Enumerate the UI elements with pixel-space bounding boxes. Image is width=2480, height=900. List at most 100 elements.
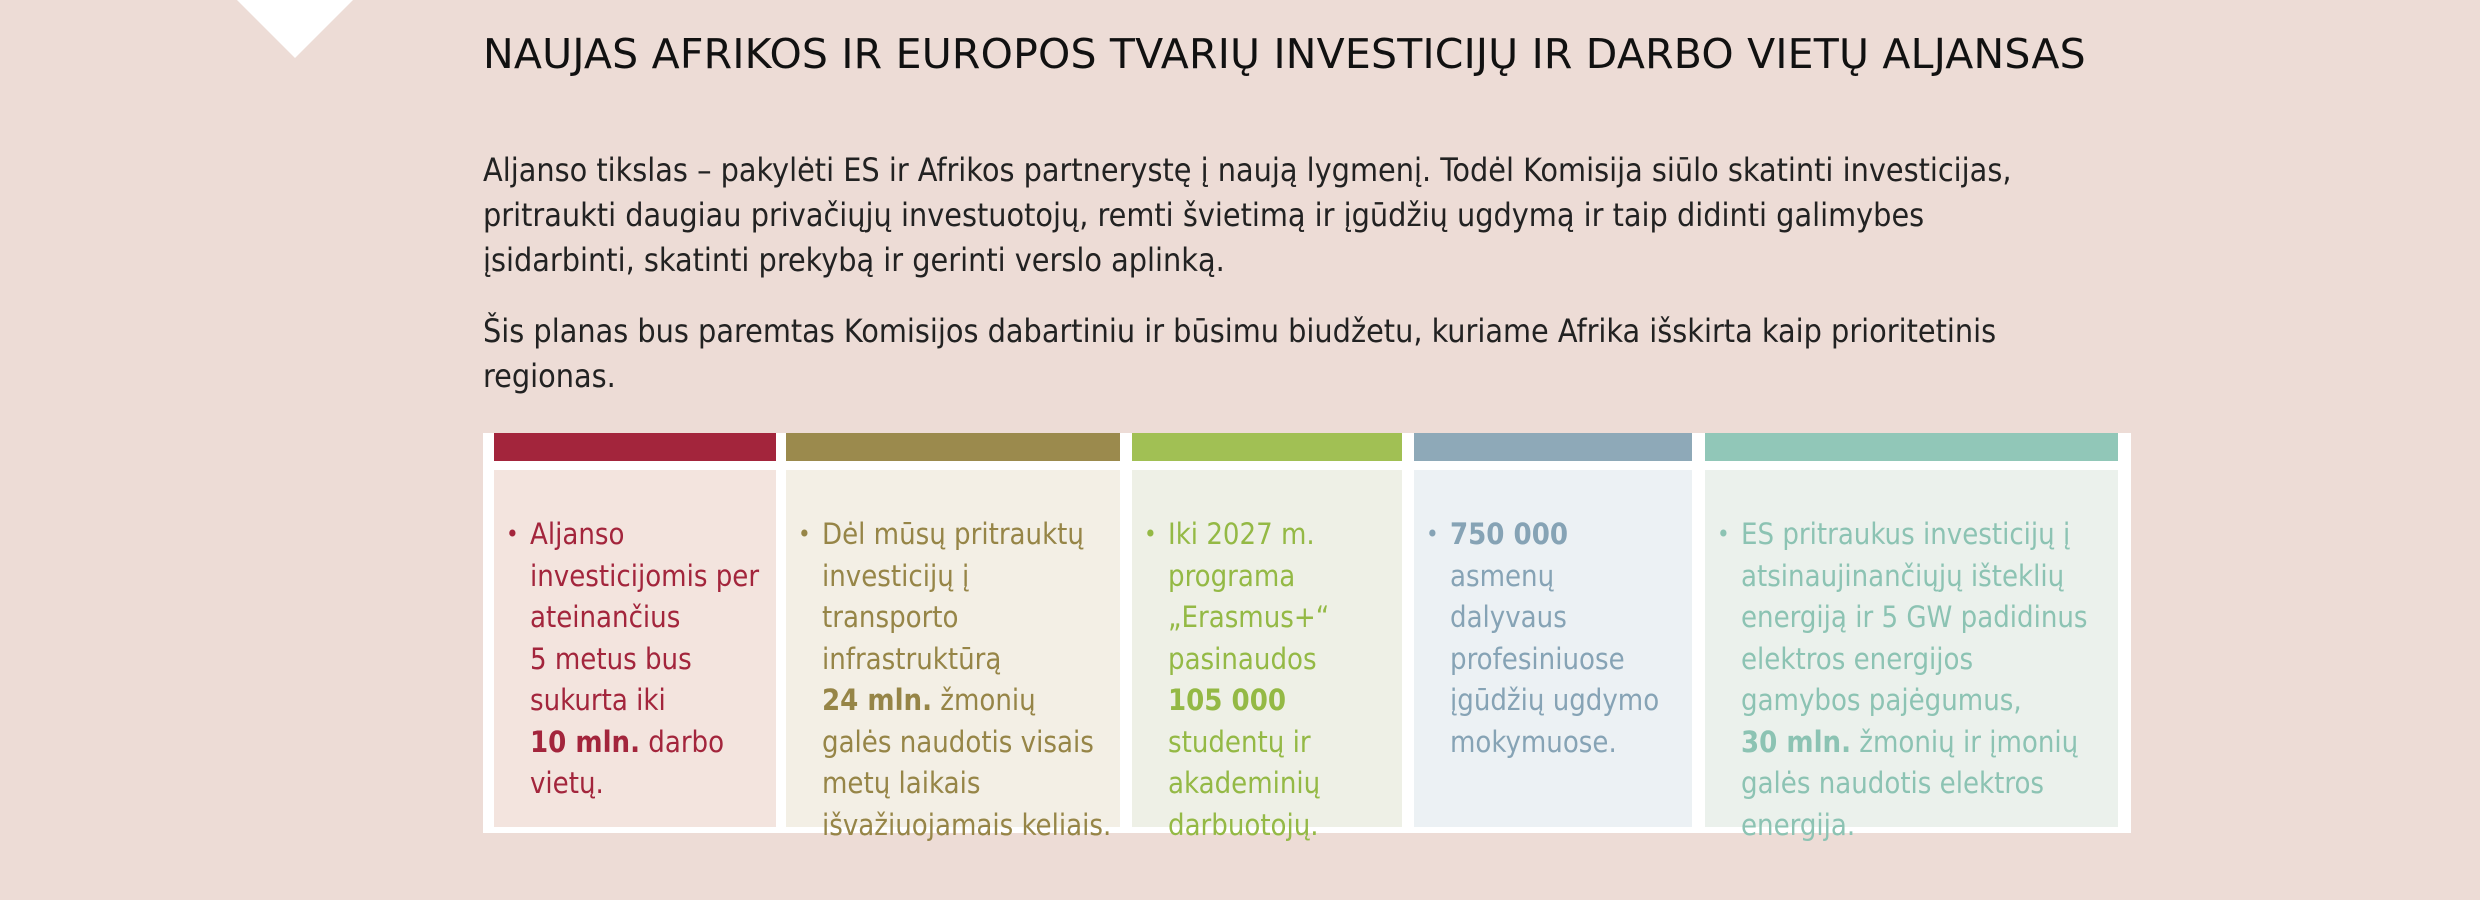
fact-text: asmenų (1450, 558, 1555, 593)
fact-line: studentų ir (1168, 722, 1396, 764)
fact-text: energiją ir 5 GW padidinus (1741, 600, 2088, 634)
fact-panel: • ES pritraukus investicijų į atsinaujinan… (1705, 470, 2118, 842)
fact-text: galės naudotis elektros (1741, 766, 2045, 800)
fact-line: gamybos pajėgumus, (1741, 680, 2112, 722)
bullet-icon: • (1717, 520, 1730, 548)
fact-item: • Aljanso investicijomis per ateinančius 5 m… (494, 514, 776, 805)
fact-item: • Dėl mūsų pritrauktų investicijų į transpo… (786, 514, 1120, 846)
fact-column-jobs: • Aljanso investicijomis per ateinančius 5 m… (494, 433, 776, 833)
corner-notch (237, 0, 353, 58)
fact-text: Aljanso (530, 517, 625, 551)
fact-line: darbuotojų. (1168, 805, 1396, 847)
fact-text: išvažiuojamais keliais. (822, 807, 1112, 842)
fact-line: akademinių (1168, 763, 1396, 805)
fact-text: akademinių (1168, 766, 1321, 800)
fact-text: Dėl mūsų pritrauktų (822, 517, 1084, 551)
fact-line: investicijų į (822, 556, 1114, 598)
bullet-icon: • (798, 520, 811, 548)
fact-text: elektros energijos (1741, 641, 1974, 676)
bullet-icon: • (1144, 520, 1157, 548)
intro-line-1: Aljanso tikslas – pakylėti ES ir Afrikos… (483, 151, 2012, 189)
fact-header-bar (1132, 433, 1402, 461)
fact-line: dalyvaus (1450, 597, 1686, 639)
fact-text: investicijų į (822, 558, 970, 593)
fact-text: atsinaujinančiųjų išteklių (1741, 558, 2065, 593)
fact-text: investicijomis per (530, 558, 760, 593)
page-title: NAUJAS AFRIKOS IR EUROPOS TVARIŲ INVESTI… (483, 30, 2086, 78)
fact-item: • Iki 2027 m. programa „Erasmus+“ pasinaudos… (1132, 514, 1402, 846)
fact-highlight-number: 30 mln. (1741, 724, 1851, 759)
fact-line: programa (1168, 556, 1396, 598)
fact-header-bar (786, 433, 1120, 461)
budget-paragraph: Šis planas bus paremtas Komisijos dabart… (483, 309, 2143, 399)
fact-line: galės naudotis visais (822, 722, 1114, 764)
fact-column-skills: • 750 000 asmenų dalyvaus profesiniuose įgūdž… (1414, 433, 1692, 833)
fact-line: metų laikais (822, 763, 1114, 805)
fact-text: studentų ir (1168, 724, 1311, 759)
fact-text: ES pritraukus investicijų į (1741, 517, 2071, 551)
fact-line: Iki 2027 m. (1168, 514, 1396, 556)
fact-text: Iki 2027 m. (1168, 517, 1315, 551)
fact-text: transporto (822, 600, 959, 634)
fact-text: infrastruktūrą (822, 641, 1002, 676)
fact-line: 30 mln. žmonių ir įmonių (1741, 722, 2112, 764)
fact-line: mokymuose. (1450, 722, 1686, 764)
fact-highlight-number: 750 000 (1450, 517, 1568, 551)
fact-text: pasinaudos (1168, 641, 1317, 676)
fact-text: sukurta iki (530, 683, 666, 717)
fact-line: energija. (1741, 805, 2112, 847)
fact-line: 750 000 (1450, 514, 1686, 556)
fact-line: asmenų (1450, 556, 1686, 598)
fact-text: gamybos pajėgumus, (1741, 683, 2022, 717)
fact-line: infrastruktūrą (822, 639, 1114, 681)
fact-text: „Erasmus+“ (1168, 600, 1330, 634)
fact-text: energija. (1741, 807, 1856, 842)
fact-line: galės naudotis elektros (1741, 763, 2112, 805)
fact-text: dalyvaus (1450, 600, 1567, 634)
fact-highlight-number: 10 mln. (530, 724, 640, 759)
intro-paragraph: Aljanso tikslas – pakylėti ES ir Afrikos… (483, 148, 2143, 283)
fact-line: profesiniuose (1450, 639, 1686, 681)
budget-line-2: regionas. (483, 357, 616, 395)
fact-highlight-number: 24 mln. (822, 683, 932, 717)
fact-line: pasinaudos (1168, 639, 1396, 681)
fact-header-bar (1414, 433, 1692, 461)
fact-text: mokymuose. (1450, 724, 1617, 759)
fact-line: atsinaujinančiųjų išteklių (1741, 556, 2112, 598)
fact-column-erasmus: • Iki 2027 m. programa „Erasmus+“ pasinaudos… (1132, 433, 1402, 842)
fact-text: darbo (640, 724, 725, 759)
fact-line: Dėl mūsų pritrauktų (822, 514, 1114, 556)
bullet-icon: • (506, 520, 519, 548)
fact-text: programa (1168, 558, 1296, 593)
fact-line: sukurta iki (530, 680, 770, 722)
fact-text: galės naudotis visais (822, 724, 1094, 759)
intro-line-2: pritraukti daugiau privačiųjų investuoto… (483, 196, 1925, 234)
fact-panel: • Dėl mūsų pritrauktų investicijų į transpo… (786, 470, 1120, 842)
fact-line: elektros energijos (1741, 639, 2112, 681)
fact-line: transporto (822, 597, 1114, 639)
fact-line: ES pritraukus investicijų į (1741, 514, 2112, 556)
fact-text: vietų. (530, 766, 604, 800)
fact-header-bar (1705, 433, 2118, 461)
fact-text: darbuotojų. (1168, 807, 1319, 842)
facts-table: • Aljanso investicijomis per ateinančius 5 m… (483, 433, 2131, 842)
fact-line: 24 mln. žmonių (822, 680, 1114, 722)
fact-text: profesiniuose (1450, 641, 1625, 676)
fact-header-bar (494, 433, 776, 461)
fact-line: 105 000 (1168, 680, 1396, 722)
fact-panel: • 750 000 asmenų dalyvaus profesiniuose įgūdž… (1414, 470, 1692, 827)
fact-text: žmonių (932, 683, 1036, 717)
fact-line: ateinančius (530, 597, 770, 639)
bullet-icon: • (1426, 520, 1439, 548)
fact-line: vietų. (530, 763, 770, 805)
fact-highlight-number: 105 000 (1168, 683, 1286, 717)
fact-column-energy: • ES pritraukus investicijų į atsinaujinan… (1705, 433, 2118, 842)
budget-line-1: Šis planas bus paremtas Komisijos dabart… (483, 312, 1997, 350)
fact-line: energiją ir 5 GW padidinus (1741, 597, 2112, 639)
fact-line: investicijomis per (530, 556, 770, 598)
fact-column-transport: • Dėl mūsų pritrauktų investicijų į transpo… (786, 433, 1120, 842)
fact-line: 10 mln. darbo (530, 722, 770, 764)
intro-line-3: įsidarbinti, skatinti prekybą ir gerinti… (483, 241, 1225, 279)
fact-line: 5 metus bus (530, 639, 770, 681)
fact-text: žmonių ir įmonių (1851, 724, 2079, 759)
